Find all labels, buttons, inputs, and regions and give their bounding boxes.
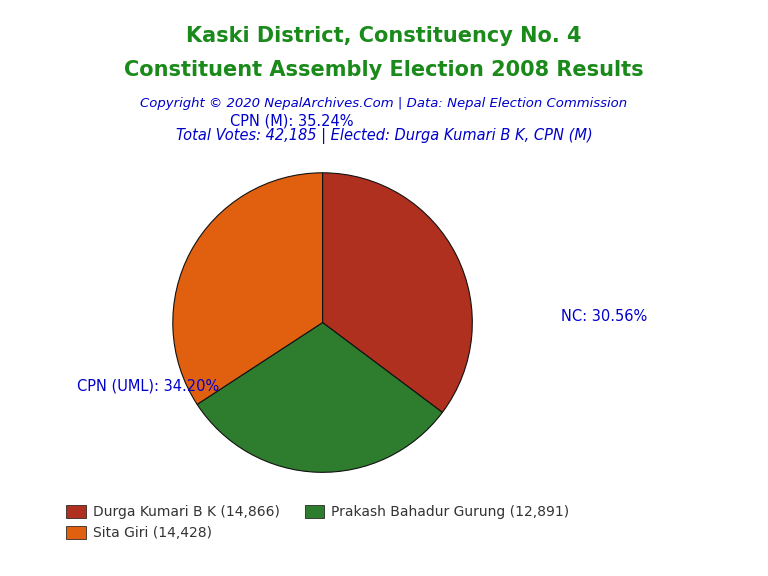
Text: CPN (UML): 34.20%: CPN (UML): 34.20% — [77, 378, 219, 393]
Text: Copyright © 2020 NepalArchives.Com | Data: Nepal Election Commission: Copyright © 2020 NepalArchives.Com | Dat… — [141, 97, 627, 110]
Wedge shape — [197, 323, 442, 472]
Wedge shape — [173, 173, 323, 404]
Text: Total Votes: 42,185 | Elected: Durga Kumari B K, CPN (M): Total Votes: 42,185 | Elected: Durga Kum… — [176, 128, 592, 144]
Wedge shape — [323, 173, 472, 412]
Legend: Durga Kumari B K (14,866), Sita Giri (14,428), Prakash Bahadur Gurung (12,891): Durga Kumari B K (14,866), Sita Giri (14… — [61, 499, 574, 546]
Text: Constituent Assembly Election 2008 Results: Constituent Assembly Election 2008 Resul… — [124, 60, 644, 81]
Text: NC: 30.56%: NC: 30.56% — [561, 309, 647, 324]
Text: CPN (M): 35.24%: CPN (M): 35.24% — [230, 113, 353, 128]
Text: Kaski District, Constituency No. 4: Kaski District, Constituency No. 4 — [187, 26, 581, 46]
